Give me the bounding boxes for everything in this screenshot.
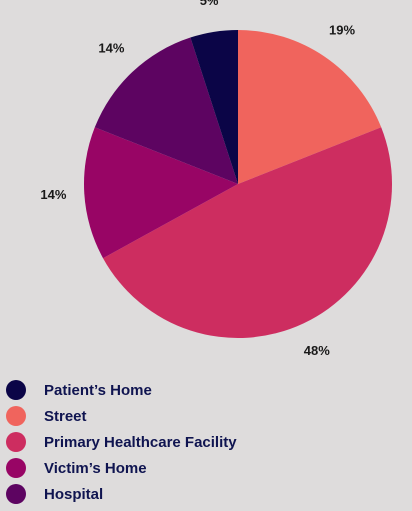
- data-label-victim-s-home: 14%: [40, 187, 66, 202]
- pie-slices: [83, 30, 393, 339]
- legend-item-patients-home: Patient’s Home: [6, 380, 237, 400]
- data-label-hospital: 14%: [98, 41, 124, 56]
- legend-label: Victim’s Home: [44, 459, 147, 477]
- legend-swatch: [6, 406, 26, 426]
- legend-label: Hospital: [44, 485, 104, 503]
- legend-item-street: Street: [6, 406, 237, 426]
- pie-labels: 19% 48% 14% 14% 5%: [40, 0, 355, 358]
- pie-slice-patient-s-home: [190, 30, 238, 184]
- legend-item-hospital: Hospital: [6, 484, 237, 504]
- data-label-patient-s-home: 5%: [200, 0, 219, 8]
- legend-swatch: [6, 458, 26, 478]
- legend-swatch: [6, 484, 26, 504]
- legend-item-primary-healthcare-facility: Primary Healthcare Facility: [6, 432, 237, 452]
- legend-label: Street: [44, 407, 87, 425]
- pie-slice-street: [238, 30, 382, 184]
- data-label-street: 19%: [329, 22, 355, 37]
- pie-chart: 19% 48% 14% 14% 5%: [40, 0, 393, 358]
- legend-label: Patient’s Home: [44, 381, 152, 399]
- legend-label: Primary Healthcare Facility: [44, 433, 237, 451]
- legend-swatch: [6, 432, 26, 452]
- legend: Patient’s Home Street Primary Healthcare…: [6, 380, 237, 504]
- pie-slice-primary-healthcare-facility: [103, 127, 393, 339]
- pie-slice-hospital: [94, 37, 238, 184]
- data-label-primary-healthcare-facility: 48%: [304, 343, 330, 358]
- legend-swatch: [6, 380, 26, 400]
- pie-slice-victim-s-home: [83, 127, 238, 259]
- legend-item-victims-home: Victim’s Home: [6, 458, 237, 478]
